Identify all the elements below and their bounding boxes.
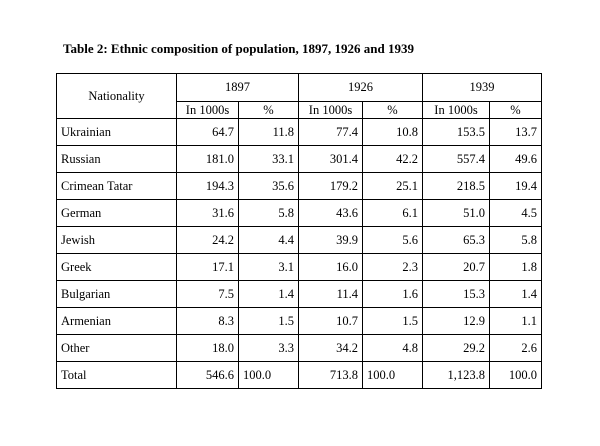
table-caption: Table 2: Ethnic composition of populatio… <box>63 41 414 56</box>
header-in1000s-1939: In 1000s <box>422 101 490 119</box>
header-pct-1939: % <box>489 101 542 119</box>
cell-1897-percent: 1.5 <box>238 307 299 335</box>
cell-1897-percent: 4.4 <box>238 226 299 254</box>
cell-1939-percent: 1.1 <box>489 307 542 335</box>
cell-1939-thousands: 12.9 <box>422 307 490 335</box>
header-nationality: Nationality <box>56 73 177 119</box>
cell-1926-percent: 42.2 <box>362 145 423 173</box>
cell-1897-thousands: 18.0 <box>176 334 239 362</box>
cell-nationality: Armenian <box>56 307 177 335</box>
cell-1897-percent: 33.1 <box>238 145 299 173</box>
cell-nationality: Ukrainian <box>56 118 177 146</box>
header-pct-1897: % <box>238 101 299 119</box>
cell-1897-percent: 3.1 <box>238 253 299 281</box>
cell-1926-percent: 1.5 <box>362 307 423 335</box>
cell-1897-thousands: 17.1 <box>176 253 239 281</box>
cell-1926-percent: 5.6 <box>362 226 423 254</box>
cell-1939-percent: 49.6 <box>489 145 542 173</box>
cell-nationality: Crimean Tatar <box>56 172 177 200</box>
cell-1939-percent: 1.4 <box>489 280 542 308</box>
cell-1939-thousands: 15.3 <box>422 280 490 308</box>
cell-1939-percent: 13.7 <box>489 118 542 146</box>
cell-1926-thousands: 16.0 <box>298 253 363 281</box>
cell-1897-thousands: 7.5 <box>176 280 239 308</box>
cell-1926-thousands: 39.9 <box>298 226 363 254</box>
cell-1939-thousands: 557.4 <box>422 145 490 173</box>
cell-1926-percent: 6.1 <box>362 199 423 227</box>
cell-1926-percent: 25.1 <box>362 172 423 200</box>
cell-1926-percent: 1.6 <box>362 280 423 308</box>
cell-1926-thousands: 10.7 <box>298 307 363 335</box>
cell-nationality: Greek <box>56 253 177 281</box>
cell-1939-thousands: 65.3 <box>422 226 490 254</box>
ethnic-composition-table: Nationality 1897 1926 1939 In 1000s % In… <box>56 73 542 389</box>
table-row-total: Total 546.6 100.0 713.8 100.0 1,123.8 10… <box>56 361 542 389</box>
header-year-1926: 1926 <box>298 73 423 102</box>
header-row-years: Nationality 1897 1926 1939 <box>56 73 542 119</box>
cell-1897-thousands: 8.3 <box>176 307 239 335</box>
header-in1000s-1926: In 1000s <box>298 101 363 119</box>
cell-1926-thousands: 301.4 <box>298 145 363 173</box>
cell-1926-thousands: 34.2 <box>298 334 363 362</box>
cell-1897-thousands: 24.2 <box>176 226 239 254</box>
cell-1939-percent: 1.8 <box>489 253 542 281</box>
cell-1897-percent: 1.4 <box>238 280 299 308</box>
cell-1897-percent: 3.3 <box>238 334 299 362</box>
cell-1939-thousands: 1,123.8 <box>422 361 490 389</box>
cell-1926-thousands: 77.4 <box>298 118 363 146</box>
cell-1897-percent: 100.0 <box>238 361 299 389</box>
cell-1926-percent: 4.8 <box>362 334 423 362</box>
cell-1926-percent: 100.0 <box>362 361 423 389</box>
cell-1897-percent: 11.8 <box>238 118 299 146</box>
cell-1897-thousands: 31.6 <box>176 199 239 227</box>
cell-1939-percent: 4.5 <box>489 199 542 227</box>
cell-1897-thousands: 546.6 <box>176 361 239 389</box>
cell-1939-thousands: 29.2 <box>422 334 490 362</box>
cell-1939-percent: 100.0 <box>489 361 542 389</box>
table-row: Ukrainian 64.7 11.8 77.4 10.8 153.5 13.7 <box>56 118 542 146</box>
cell-nationality: Jewish <box>56 226 177 254</box>
table-row: Jewish 24.2 4.4 39.9 5.6 65.3 5.8 <box>56 226 542 254</box>
header-pct-1926: % <box>362 101 423 119</box>
cell-1897-thousands: 181.0 <box>176 145 239 173</box>
cell-1926-percent: 10.8 <box>362 118 423 146</box>
table-row: Armenian 8.3 1.5 10.7 1.5 12.9 1.1 <box>56 307 542 335</box>
table-row: German 31.6 5.8 43.6 6.1 51.0 4.5 <box>56 199 542 227</box>
cell-1926-thousands: 43.6 <box>298 199 363 227</box>
cell-1939-thousands: 51.0 <box>422 199 490 227</box>
cell-1897-thousands: 194.3 <box>176 172 239 200</box>
cell-nationality: Russian <box>56 145 177 173</box>
cell-1939-thousands: 153.5 <box>422 118 490 146</box>
cell-nationality: Other <box>56 334 177 362</box>
cell-nationality: Bulgarian <box>56 280 177 308</box>
cell-1939-percent: 5.8 <box>489 226 542 254</box>
cell-1939-percent: 2.6 <box>489 334 542 362</box>
header-year-1897: 1897 <box>176 73 299 102</box>
table-row: Bulgarian 7.5 1.4 11.4 1.6 15.3 1.4 <box>56 280 542 308</box>
header-year-1939: 1939 <box>422 73 542 102</box>
cell-1926-thousands: 11.4 <box>298 280 363 308</box>
cell-1897-thousands: 64.7 <box>176 118 239 146</box>
table-row: Crimean Tatar 194.3 35.6 179.2 25.1 218.… <box>56 172 542 200</box>
cell-1926-percent: 2.3 <box>362 253 423 281</box>
table-body: Nationality 1897 1926 1939 In 1000s % In… <box>56 73 542 389</box>
cell-1939-thousands: 218.5 <box>422 172 490 200</box>
table-row: Russian 181.0 33.1 301.4 42.2 557.4 49.6 <box>56 145 542 173</box>
header-in1000s-1897: In 1000s <box>176 101 239 119</box>
cell-1926-thousands: 713.8 <box>298 361 363 389</box>
cell-1897-percent: 35.6 <box>238 172 299 200</box>
cell-1897-percent: 5.8 <box>238 199 299 227</box>
table-row: Greek 17.1 3.1 16.0 2.3 20.7 1.8 <box>56 253 542 281</box>
cell-nationality: German <box>56 199 177 227</box>
cell-1926-thousands: 179.2 <box>298 172 363 200</box>
cell-nationality: Total <box>56 361 177 389</box>
cell-1939-percent: 19.4 <box>489 172 542 200</box>
table-row: Other 18.0 3.3 34.2 4.8 29.2 2.6 <box>56 334 542 362</box>
cell-1939-thousands: 20.7 <box>422 253 490 281</box>
